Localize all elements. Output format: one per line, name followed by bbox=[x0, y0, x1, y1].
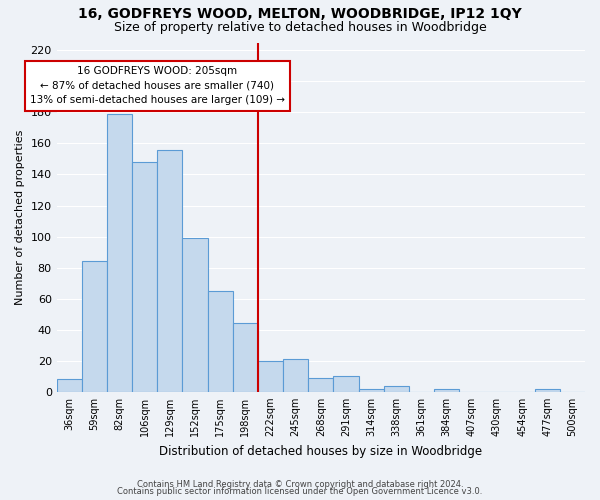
X-axis label: Distribution of detached houses by size in Woodbridge: Distribution of detached houses by size … bbox=[159, 444, 482, 458]
Bar bbox=[56, 380, 82, 392]
Bar bbox=[535, 388, 560, 392]
Bar bbox=[434, 388, 459, 392]
Text: Size of property relative to detached houses in Woodbridge: Size of property relative to detached ho… bbox=[113, 21, 487, 34]
Text: 16, GODFREYS WOOD, MELTON, WOODBRIDGE, IP12 1QY: 16, GODFREYS WOOD, MELTON, WOODBRIDGE, I… bbox=[78, 8, 522, 22]
Bar bbox=[182, 238, 208, 392]
Title: 16, GODFREYS WOOD, MELTON, WOODBRIDGE, IP12 1QY
Size of property relative to det: 16, GODFREYS WOOD, MELTON, WOODBRIDGE, I… bbox=[0, 499, 1, 500]
Bar bbox=[334, 376, 359, 392]
Bar bbox=[233, 324, 258, 392]
Bar bbox=[157, 150, 182, 392]
Bar bbox=[258, 361, 283, 392]
Text: Contains HM Land Registry data © Crown copyright and database right 2024.: Contains HM Land Registry data © Crown c… bbox=[137, 480, 463, 489]
Text: Contains public sector information licensed under the Open Government Licence v3: Contains public sector information licen… bbox=[118, 487, 482, 496]
Bar bbox=[208, 291, 233, 392]
Bar bbox=[107, 114, 132, 392]
Bar bbox=[283, 359, 308, 392]
Bar bbox=[384, 386, 409, 392]
Bar bbox=[82, 262, 107, 392]
Bar bbox=[359, 388, 384, 392]
Bar bbox=[308, 378, 334, 392]
Text: 16 GODFREYS WOOD: 205sqm
← 87% of detached houses are smaller (740)
13% of semi-: 16 GODFREYS WOOD: 205sqm ← 87% of detach… bbox=[30, 66, 285, 106]
Y-axis label: Number of detached properties: Number of detached properties bbox=[15, 130, 25, 305]
Bar bbox=[132, 162, 157, 392]
